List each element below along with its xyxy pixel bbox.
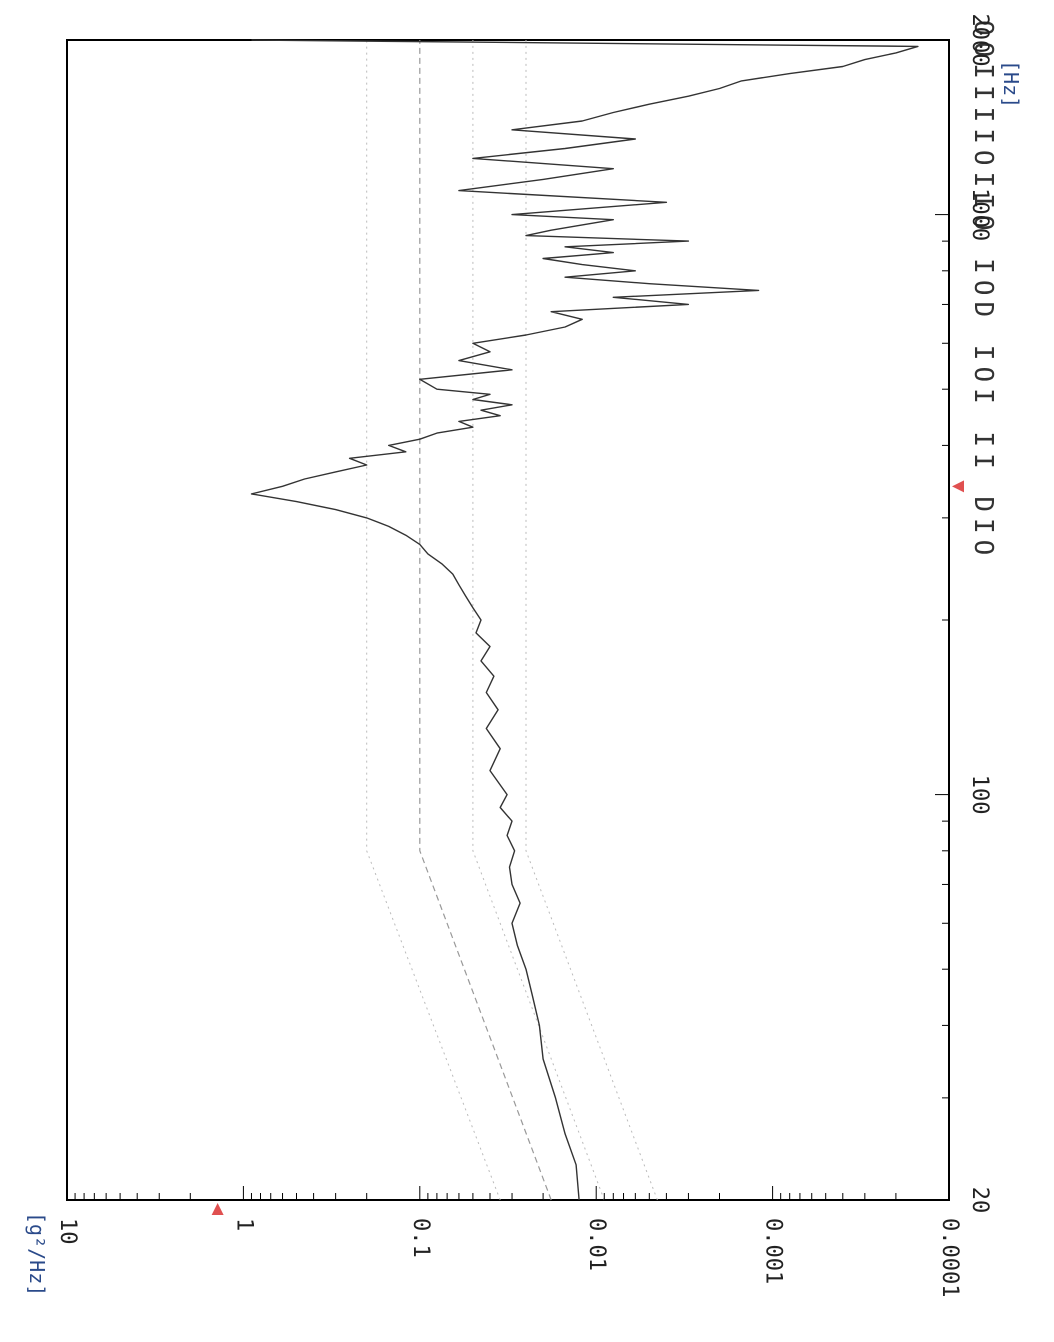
y-tick-label: 1: [231, 1218, 256, 1231]
markers: [211, 480, 964, 1215]
x-tick-label-group: 100: [967, 775, 992, 815]
x-tick-label: 1000: [967, 188, 992, 241]
x-unit-label-group: [Hz]: [999, 60, 1023, 108]
y-tick-label: 0.001: [761, 1218, 786, 1284]
marker-x: [952, 480, 964, 493]
chart-title-fragment: OOIIIIOIIO IOD IOI II DIO: [968, 20, 998, 561]
profile-lower-limit: [472, 40, 605, 1201]
axis-ticks: [66, 39, 950, 1201]
x-tick-label: 20: [967, 1187, 992, 1214]
x-axis-label: [Hz]: [999, 60, 1023, 108]
y-tick-label: 0.1: [408, 1218, 433, 1258]
reference-profiles: [366, 40, 658, 1201]
y-tick-label: 0.01: [584, 1218, 609, 1271]
y-tick-label-group: 0.01: [584, 1218, 609, 1271]
series-layer: [250, 39, 919, 1201]
x-tick-label-group: 20: [967, 1187, 992, 1214]
y-tick-label-group: 10: [55, 1218, 80, 1245]
profile-upper-limit: [366, 40, 501, 1201]
y-unit-label-group: [g²/Hz]: [25, 1212, 49, 1296]
y-tick-label-group: 1: [231, 1218, 256, 1231]
profile-reference: [419, 40, 552, 1201]
x-tick-label: 100: [967, 775, 992, 815]
y-tick-label-group: 0.001: [761, 1218, 786, 1284]
plot-frame: [66, 39, 950, 1201]
x-tick-label-group: 1000: [967, 188, 992, 241]
y-tick-label-group: 0.1: [408, 1218, 433, 1258]
profile-lower-abort: [525, 40, 658, 1201]
title-text: OOIIIIOIIO IOD IOI II DIO: [968, 20, 998, 561]
series-line-measured: [250, 39, 919, 1201]
y-tick-label-group: 0.0001: [937, 1218, 962, 1297]
y-axis-label: [g²/Hz]: [25, 1212, 49, 1296]
marker-y: [211, 1203, 224, 1215]
y-tick-label: 10: [55, 1218, 80, 1245]
axis-labels: 20 100 1000 2000 10 1 0.1 0.01 0.001 0.0001 [Hz] [g…: [25, 14, 1023, 1298]
y-tick-label: 0.0001: [937, 1218, 962, 1297]
x-tick-label-group: 2000: [967, 14, 992, 67]
x-tick-label: 2000: [967, 14, 992, 67]
